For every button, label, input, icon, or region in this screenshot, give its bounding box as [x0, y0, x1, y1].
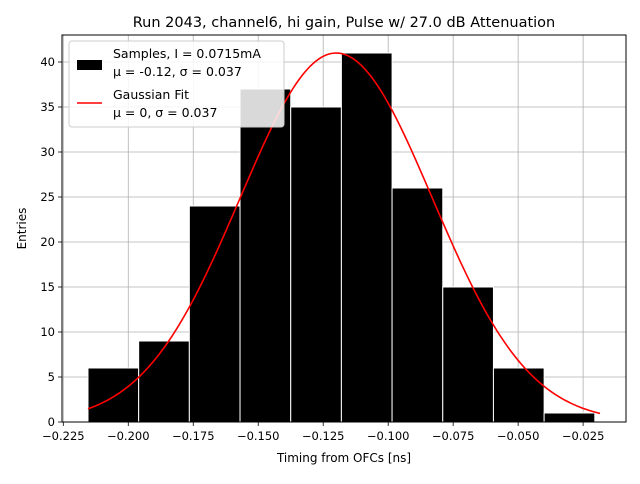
- chart-title: Run 2043, channel6, hi gain, Pulse w/ 27…: [133, 15, 556, 31]
- x-axis-label: Timing from OFCs [ns]: [276, 451, 411, 465]
- histogram-bar: [543, 412, 596, 423]
- histogram-bar: [442, 286, 494, 423]
- y-tick-label: 30: [40, 145, 55, 159]
- x-tick-label: −0.175: [172, 429, 215, 443]
- y-tick-label: 20: [40, 235, 55, 249]
- histogram-bar: [188, 205, 241, 423]
- legend-swatch-samples: [77, 60, 102, 70]
- legend-sublabel-fit: μ = 0, σ = 0.037: [113, 105, 217, 120]
- histogram-bar: [138, 340, 190, 423]
- y-axis-ticks: 0 5 10 15 20 25 30 35 40: [40, 55, 62, 429]
- y-tick-label: 40: [40, 55, 55, 69]
- x-tick-label: −0.100: [367, 429, 410, 443]
- histogram-bar: [340, 52, 393, 423]
- plot-frame: [61, 34, 627, 423]
- histogram-bars: [87, 52, 596, 423]
- histogram-bar: [391, 187, 444, 423]
- x-tick-label: −0.075: [432, 429, 475, 443]
- x-tick-label: −0.200: [107, 429, 150, 443]
- y-tick-label: 0: [48, 415, 55, 429]
- legend-box: [68, 40, 285, 128]
- x-tick-label: −0.125: [302, 429, 345, 443]
- y-tick-label: 15: [40, 280, 55, 294]
- x-tick-label: −0.025: [562, 429, 605, 443]
- y-tick-label: 10: [40, 325, 55, 339]
- x-tick-label: −0.050: [497, 429, 540, 443]
- legend: Samples, I = 0.0715mA μ = -0.12, σ = 0.0…: [68, 40, 285, 128]
- histogram-bar: [492, 367, 545, 423]
- histogram-bar: [87, 367, 140, 423]
- gaussian-fit-curve: [87, 52, 601, 415]
- legend-label-fit: Gaussian Fit: [113, 87, 189, 102]
- y-axis-label: Entries: [15, 208, 29, 250]
- y-tick-label: 25: [40, 190, 55, 204]
- y-tick-label: 35: [40, 100, 55, 114]
- x-tick-label: −0.150: [237, 429, 280, 443]
- y-tick-label: 5: [48, 370, 55, 384]
- histogram-bar: [290, 106, 342, 423]
- legend-label-samples: Samples, I = 0.0715mA: [113, 46, 261, 61]
- x-axis-ticks: −0.225 −0.200 −0.175 −0.150 −0.125 −0.100 −0.0…: [42, 422, 604, 443]
- x-tick-label: −0.225: [42, 429, 85, 443]
- legend-sublabel-samples: μ = -0.12, σ = 0.037: [113, 64, 242, 79]
